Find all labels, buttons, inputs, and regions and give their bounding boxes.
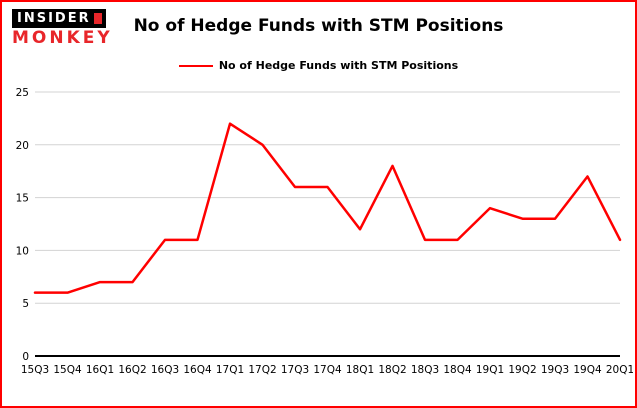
svg-text:18Q1: 18Q1 <box>346 364 374 376</box>
svg-text:16Q2: 16Q2 <box>118 364 146 376</box>
svg-text:0: 0 <box>22 351 29 363</box>
logo-insider-text: INSIDER <box>17 11 91 26</box>
svg-text:17Q1: 17Q1 <box>216 364 244 376</box>
svg-text:19Q1: 19Q1 <box>476 364 504 376</box>
svg-text:17Q2: 17Q2 <box>248 364 276 376</box>
logo-red-block-icon <box>93 13 102 24</box>
svg-text:10: 10 <box>16 245 29 257</box>
line-chart: 0 5 10 15 20 25 15Q3 15Q4 16Q1 16Q2 16Q3 16Q4 17Q1 17… <box>16 87 633 376</box>
svg-text:18Q4: 18Q4 <box>443 364 472 376</box>
svg-text:20Q1: 20Q1 <box>606 364 633 376</box>
svg-text:16Q4: 16Q4 <box>183 364 212 376</box>
svg-text:19Q2: 19Q2 <box>508 364 536 376</box>
svg-text:18Q3: 18Q3 <box>411 364 439 376</box>
svg-text:16Q3: 16Q3 <box>151 364 179 376</box>
chart-header: INSIDER MONKEY No of Hedge Funds with ST… <box>2 2 635 54</box>
svg-text:20: 20 <box>16 140 29 152</box>
svg-text:18Q2: 18Q2 <box>378 364 406 376</box>
chart-title: No of Hedge Funds with STM Positions <box>133 16 504 36</box>
svg-text:25: 25 <box>16 87 29 99</box>
chart-legend: No of Hedge Funds with STM Positions <box>2 59 635 72</box>
svg-text:17Q3: 17Q3 <box>281 364 309 376</box>
svg-text:5: 5 <box>22 298 29 310</box>
svg-text:19Q3: 19Q3 <box>541 364 569 376</box>
logo-monkey-text: MONKEY <box>12 28 113 48</box>
svg-text:15: 15 <box>16 193 29 205</box>
legend-line-swatch-icon <box>178 64 213 67</box>
svg-text:16Q1: 16Q1 <box>86 364 114 376</box>
legend-label: No of Hedge Funds with STM Positions <box>218 59 459 72</box>
logo-insider-box: INSIDER <box>12 9 106 28</box>
svg-text:17Q4: 17Q4 <box>313 364 342 376</box>
svg-text:15Q3: 15Q3 <box>21 364 49 376</box>
svg-text:15Q4: 15Q4 <box>53 364 82 376</box>
svg-text:19Q4: 19Q4 <box>573 364 602 376</box>
insider-monkey-logo: INSIDER MONKEY <box>12 9 113 47</box>
